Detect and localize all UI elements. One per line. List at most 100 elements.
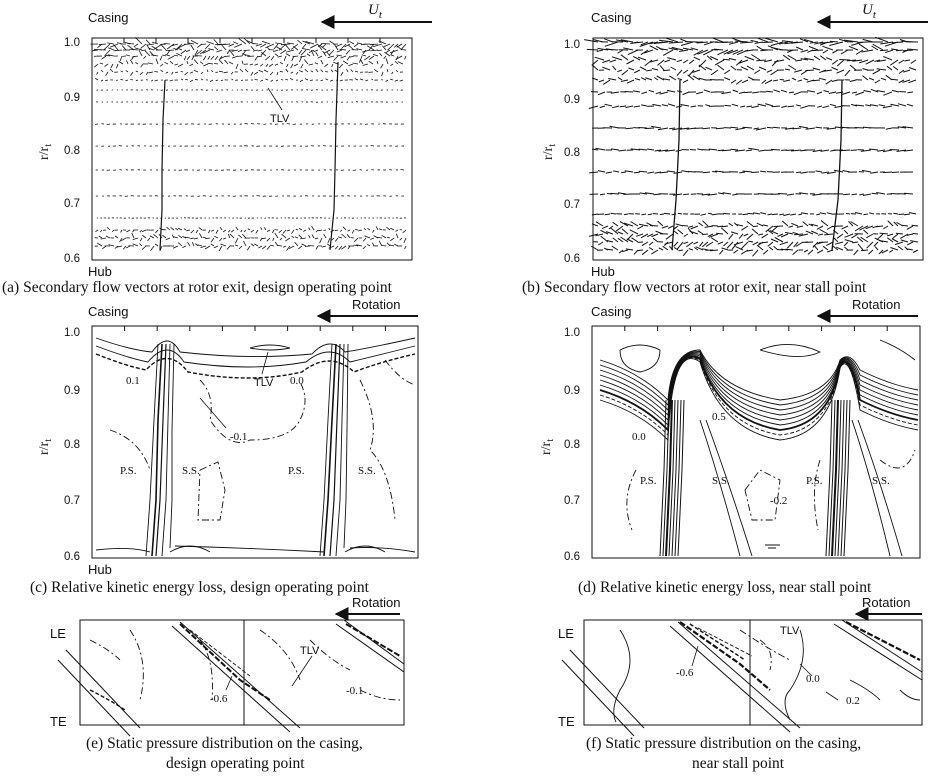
flow-vector [703,221,709,226]
panel-e: Rotation TLV -0.6 [50,595,404,772]
flow-vector [300,238,306,239]
flow-vector [211,244,214,246]
flow-vector [794,70,802,72]
flow-vector [742,80,748,83]
flow-vector [360,79,363,80]
flow-vector [398,62,403,64]
flow-vector [223,230,226,232]
flow-vector [669,76,676,80]
flow-vector [824,91,830,93]
panel-e-te-label: TE [50,714,67,729]
flow-vector [335,230,338,231]
flow-vector [364,228,366,230]
flow-vector [132,56,138,57]
flow-vector [807,91,815,92]
flow-vector [335,238,338,242]
flow-vector [227,246,230,250]
flow-vector [141,44,146,48]
flow-vector [205,238,210,239]
flow-vector [116,80,118,81]
flow-vector [261,227,262,230]
panel-c-ytick-label: 0.6 [64,551,80,563]
flow-vector [396,230,399,231]
flow-vector [255,56,258,60]
flow-vector [101,80,103,81]
flow-vector [170,80,173,81]
flow-vector [334,44,338,50]
flow-vector [321,43,330,44]
flow-vector [112,230,114,232]
flow-vector [718,65,725,70]
flow-vector [599,80,604,82]
flow-vector [195,79,198,80]
flow-vector [892,90,899,92]
flow-vector [280,50,286,54]
flow-vector [367,46,374,50]
flow-vector [711,70,718,75]
flow-vector [348,230,351,231]
flow-vector [160,56,162,60]
flow-vector [849,46,858,50]
loss-contour-line [858,420,902,556]
flow-vector [820,56,826,60]
panel-a-casing-label: Casing [88,10,128,25]
flow-vector [332,238,335,240]
flow-vector [629,68,635,70]
flow-vector [178,235,182,238]
flow-vector [254,244,258,246]
flow-vector [832,60,838,64]
flow-vector [875,80,880,83]
panel-b-casing-label: Casing [591,10,631,25]
flow-vector [390,228,394,230]
flow-vector [229,62,233,64]
flow-vector [796,172,801,173]
panel-d-casing-label: Casing [591,304,631,319]
flow-vector [864,230,869,234]
flow-vector [645,60,652,66]
flow-vector [837,234,843,238]
flow-vector [346,50,350,54]
flow-vector [690,150,696,151]
flow-vector [328,56,334,58]
flow-vector [373,54,378,56]
flow-vector [232,56,238,58]
flow-vector [852,194,857,195]
flow-vector [913,250,918,253]
flow-vector [181,71,183,72]
flow-vector [759,150,766,151]
flow-vector [772,214,778,215]
flow-vector [846,214,850,215]
panel-c-ylabel: r/r [37,441,52,455]
flow-vector [715,60,724,65]
flow-vector [101,238,106,239]
flow-vector [817,250,823,253]
flow-vector [798,80,802,81]
flow-vector [710,250,718,251]
flow-vector [863,76,869,80]
flow-vector [95,78,98,80]
flow-vector [332,64,333,67]
panel-c-ytick-label: 0.7 [64,495,80,507]
flow-vector [793,232,798,234]
flow-vector [277,72,278,75]
flow-vector [370,50,378,51]
flow-vector [830,41,838,42]
panel-d-ytick-label: 0.7 [564,495,580,507]
flow-vector [642,92,648,94]
flow-vector [883,56,892,60]
flow-vector [396,234,398,238]
flow-vector [758,246,763,250]
flow-vector [819,78,826,80]
flow-vector [870,105,878,106]
panel-f-rotation-arrow: Rotation [856,595,922,614]
flow-vector [224,72,229,73]
flow-vector [892,234,898,239]
flow-vector [759,67,766,70]
flow-vector [626,128,633,129]
flow-vector [785,69,790,70]
flow-vector [240,69,243,72]
flow-vector [772,106,780,107]
flow-vector [618,77,622,80]
flow-vector [353,63,358,64]
flow-vector [664,213,670,214]
